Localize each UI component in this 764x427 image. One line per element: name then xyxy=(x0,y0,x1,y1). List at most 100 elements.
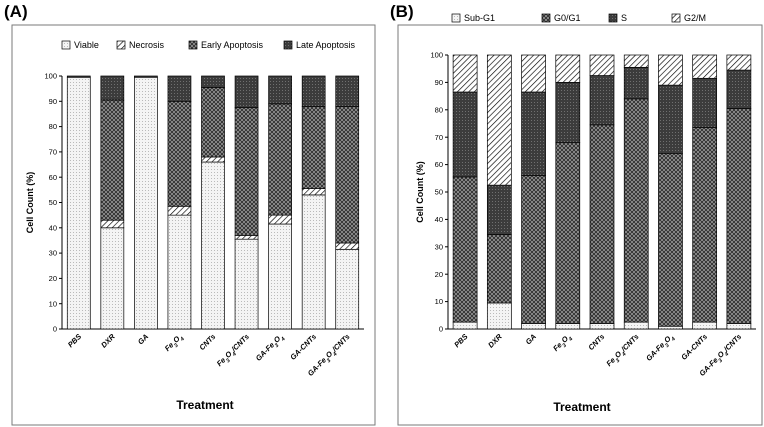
bar-segment-cnts-g0-g1 xyxy=(589,124,615,324)
y-tick-label: 10 xyxy=(435,297,443,306)
bar-segment-dxr-s xyxy=(486,184,512,235)
bar-segment-fe3o4-late-apoptosis xyxy=(167,75,192,102)
bar-segment-fe3o4-cnts-s xyxy=(623,66,649,100)
bar-segment-ga-cnts-s xyxy=(692,77,718,128)
bar-segment-dxr-sub-g1 xyxy=(486,302,512,330)
legend-label-viable: Viable xyxy=(74,40,99,50)
bar-segment-ga-fe3o4-cnts-s xyxy=(726,69,752,109)
bar-segment-ga-fe3o4-cnts-g0-g1 xyxy=(726,108,752,324)
legend-label-g2-m: G2/M xyxy=(684,13,706,23)
bars-a xyxy=(66,75,360,330)
legend-a: Viable Necrosis Early Apoptosis Late Apopto… xyxy=(61,40,356,50)
bar-segment-ga-viable xyxy=(134,76,158,330)
bar-segment-pbs-sub-g1 xyxy=(452,321,478,330)
bar-segment-ga-cnts-late-apoptosis xyxy=(301,75,326,107)
bar-segment-cnts-g2-m xyxy=(589,54,615,76)
y-tick-label: 90 xyxy=(49,97,57,106)
bar-segment-fe3o4-cnts-early-apoptosis xyxy=(234,107,259,236)
legend-label-necrosis: Necrosis xyxy=(129,40,165,50)
legend-label-g0-g1: G0/G1 xyxy=(554,13,581,23)
bar-segment-ga-fe3o4-cnts-early-apoptosis xyxy=(335,106,360,244)
bar-segment-fe3o4-cnts-late-apoptosis xyxy=(234,75,259,108)
bar-segment-ga-fe3o4-sub-g1 xyxy=(658,325,683,330)
bar-segment-pbs-g0-g1 xyxy=(452,176,478,323)
bar-segment-ga-fe3o4-cnts-viable xyxy=(335,248,360,330)
bar-segment-pbs-s xyxy=(452,91,478,178)
bar-segment-dxr-g2-m xyxy=(486,54,512,186)
legend-swatch-necrosis xyxy=(116,40,126,50)
y-tick-label: 50 xyxy=(435,188,443,197)
bars-b xyxy=(452,54,752,330)
bar-segment-fe3o4-sub-g1 xyxy=(555,323,581,330)
bar-segment-ga-fe3o4-g0-g1 xyxy=(658,153,683,327)
bar-segment-dxr-necrosis xyxy=(100,219,125,229)
panel-a: (A) Viable Necrosis Early Apoptosis Late Ap… xyxy=(4,2,376,426)
y-tick-label: 70 xyxy=(435,133,443,142)
bar-segment-cnts-s xyxy=(589,75,615,126)
bar-segment-pbs-viable xyxy=(66,76,91,330)
y-tick-label: 30 xyxy=(49,249,57,258)
legend-swatch-late-apoptosis xyxy=(283,40,293,50)
bar-segment-pbs-late-apoptosis xyxy=(66,75,91,78)
legend-label-late-apoptosis: Late Apoptosis xyxy=(296,40,356,50)
y-tick-label: 100 xyxy=(430,51,443,60)
bar-segment-ga-fe3o4-late-apoptosis xyxy=(268,75,292,105)
bar-segment-fe3o4-early-apoptosis xyxy=(167,100,192,207)
y-tick-label: 60 xyxy=(435,160,443,169)
bar-segment-ga-fe3o4-necrosis xyxy=(268,214,292,225)
bar-segment-ga-fe3o4-cnts-g2-m xyxy=(726,54,752,71)
bar-segment-ga-fe3o4-s xyxy=(658,84,683,154)
bar-segment-ga-cnts-viable xyxy=(301,194,326,330)
y-axis-title-a: Cell Count (%) xyxy=(25,172,35,234)
y-tick-label: 100 xyxy=(44,72,57,81)
bar-segment-fe3o4-s xyxy=(555,82,581,144)
legend-swatch-viable xyxy=(61,40,71,50)
bar-segment-cnts-late-apoptosis xyxy=(201,75,225,88)
y-tick-label: 50 xyxy=(49,198,57,207)
bar-segment-fe3o4-necrosis xyxy=(167,205,192,216)
bar-segment-ga-fe3o4-early-apoptosis xyxy=(268,103,292,216)
bar-segment-ga-s xyxy=(521,91,546,176)
legend-label-early-apoptosis: Early Apoptosis xyxy=(201,40,264,50)
bar-segment-ga-fe3o4-cnts-necrosis xyxy=(335,242,360,250)
legend-swatch-g2-m xyxy=(671,13,681,23)
bar-segment-dxr-viable xyxy=(100,227,125,330)
legend-swatch-sub-g1 xyxy=(451,13,461,23)
bar-segment-ga-cnts-necrosis xyxy=(301,188,326,196)
bar-segment-fe3o4-g2-m xyxy=(555,54,581,83)
bar-segment-ga-cnts-early-apoptosis xyxy=(301,106,326,189)
legend-swatch-s xyxy=(608,13,618,23)
bar-segment-cnts-necrosis xyxy=(201,156,225,163)
bar-segment-fe3o4-cnts-sub-g1 xyxy=(623,321,649,330)
y-tick-label: 30 xyxy=(435,242,443,251)
bar-segment-fe3o4-cnts-viable xyxy=(234,238,259,330)
bar-segment-fe3o4-g0-g1 xyxy=(555,142,581,324)
panel-b-label: (B) xyxy=(390,2,414,21)
bar-segment-cnts-early-apoptosis xyxy=(201,87,225,158)
y-tick-label: 40 xyxy=(435,215,443,224)
legend-label-sub-g1: Sub-G1 xyxy=(464,13,495,23)
bar-segment-ga-late-apoptosis xyxy=(134,75,158,78)
bar-segment-pbs-g2-m xyxy=(452,54,478,93)
y-tick-label: 70 xyxy=(49,148,57,157)
legend-swatch-early-apoptosis xyxy=(188,40,198,50)
legend-b: Sub-G1 G0/G1 S G2/M xyxy=(451,13,706,23)
bar-segment-cnts-viable xyxy=(201,161,225,330)
bar-segment-ga-fe3o4-g2-m xyxy=(658,54,683,86)
bar-segment-ga-fe3o4-cnts-late-apoptosis xyxy=(335,75,360,107)
bar-segment-fe3o4-cnts-g2-m xyxy=(623,54,649,68)
y-tick-label: 0 xyxy=(439,325,443,334)
bar-segment-fe3o4-cnts-necrosis xyxy=(234,235,259,240)
y-tick-label: 40 xyxy=(49,223,57,232)
y-axis-title-b: Cell Count (%) xyxy=(415,161,425,223)
bar-segment-fe3o4-viable xyxy=(167,214,192,330)
bar-segment-ga-g0-g1 xyxy=(521,175,546,324)
y-tick-label: 0 xyxy=(53,325,57,334)
x-axis-title-a: Treatment xyxy=(176,398,233,412)
panel-b: (B) Sub-G1 G0/G1 S G2/M 0 10 20 30 40 50 60 70 80 90… xyxy=(390,2,763,426)
legend-swatch-g0-g1 xyxy=(541,13,551,23)
bar-segment-fe3o4-cnts-g0-g1 xyxy=(623,98,649,323)
x-axis-title-b: Treatment xyxy=(553,400,610,414)
bar-segment-ga-cnts-g2-m xyxy=(692,54,718,79)
